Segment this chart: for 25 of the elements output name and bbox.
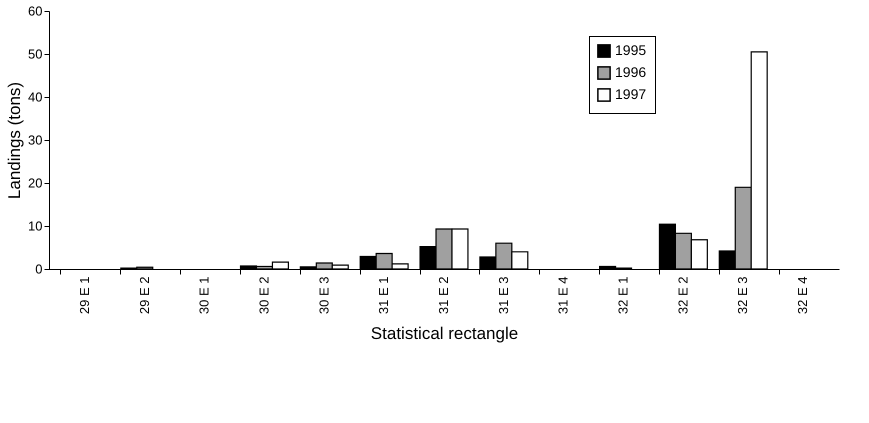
x-tick-label: 30 E 3 <box>316 276 332 314</box>
x-tick-label: 29 E 1 <box>76 276 92 314</box>
legend-label: 1996 <box>615 64 646 80</box>
x-tick-label: 31 E 2 <box>436 276 451 314</box>
x-tick-label: 32 E 4 <box>795 276 810 314</box>
legend-label: 1997 <box>615 86 646 102</box>
x-tick-label: 30 E 2 <box>256 276 272 314</box>
y-tick-label: 40 <box>28 90 42 104</box>
y-tick-label: 0 <box>35 262 42 276</box>
y-tick-label: 20 <box>28 176 42 190</box>
x-tick-label: 31 E 4 <box>556 276 571 314</box>
x-tick-label: 32 E 2 <box>675 276 690 314</box>
x-tick-label: 31 E 3 <box>496 276 511 314</box>
x-tick-label: 30 E 1 <box>196 276 212 314</box>
y-tick-label: 50 <box>28 46 42 62</box>
x-tick-label: 32 E 1 <box>616 276 631 314</box>
y-tick-label: 60 <box>28 4 42 18</box>
x-axis-title: Statistical rectangle <box>370 324 518 344</box>
y-tick-label: 30 <box>28 132 42 148</box>
x-tick-label: 32 E 3 <box>735 276 750 314</box>
y-tick-label: 10 <box>28 218 42 234</box>
x-tick-label: 31 E 1 <box>376 276 392 314</box>
legend-label: 1995 <box>615 42 646 58</box>
y-axis-title: Landings (tons) <box>5 82 24 200</box>
x-tick-label: 29 E 2 <box>136 276 152 314</box>
